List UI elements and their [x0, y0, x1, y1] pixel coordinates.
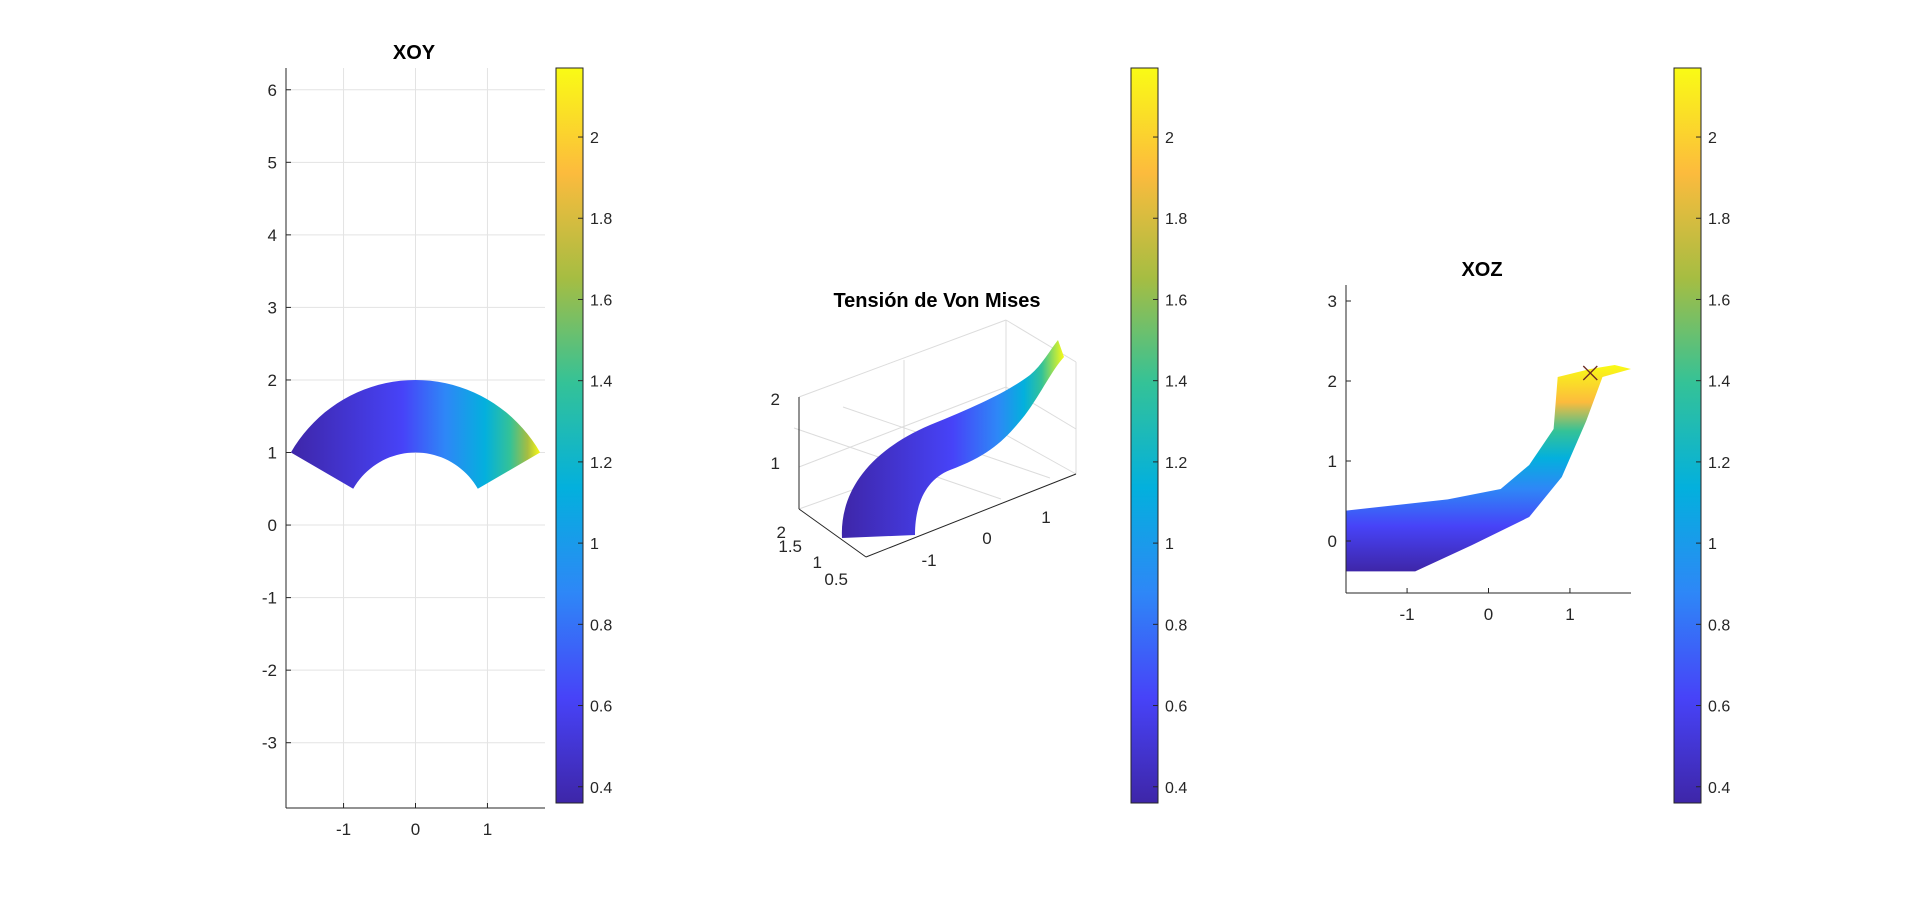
vonmises-y-tick-label: 1.5 — [778, 537, 802, 556]
y-axis-line — [798, 508, 867, 558]
grid-line — [798, 386, 1007, 468]
xoy-y-tick-label: 5 — [268, 153, 277, 172]
colorbar-tick-label: 1 — [1708, 536, 1717, 553]
vonmises-title: Tensión de Von Mises — [833, 290, 1040, 312]
xoz-max-marker — [1582, 365, 1598, 381]
xoz-z-tick-label: 1 — [1328, 452, 1337, 471]
vonmises-surface — [841, 340, 1064, 538]
colorbar-tick-label: 1 — [1165, 536, 1174, 553]
colorbar-tick-label: 1 — [590, 536, 599, 553]
box-edge — [1005, 434, 1077, 475]
colorbar-tick-label: 1.2 — [590, 455, 612, 472]
colorbar-tick-label: 0.8 — [1165, 617, 1187, 634]
xoy-x-tick-label: 1 — [483, 820, 492, 839]
xoy-panel: XOY -1 0 1 6 5 4 3 2 1 0 -1 -2 -3 — [262, 42, 545, 839]
colorbar-tick-label: 1.4 — [1708, 374, 1730, 391]
colorbar-tick-label: 0.6 — [1708, 699, 1730, 716]
marker-stroke — [1582, 365, 1598, 381]
colorbar-gradient — [1130, 67, 1159, 804]
xoz-x-tick-label: 0 — [1484, 605, 1493, 624]
colorbar-xoy: 2 1.8 1.6 1.4 1.2 1 0.8 0.6 0.4 — [555, 67, 612, 804]
colorbar-gradient — [1673, 67, 1702, 804]
xoz-x-tick-label: -1 — [1400, 605, 1415, 624]
colorbar-tick-label: 1.8 — [1708, 211, 1730, 228]
xoz-panel: XOZ -1 0 1 3 2 1 0 — [1328, 259, 1631, 624]
xoz-z-tick-label: 2 — [1328, 372, 1337, 391]
colorbar-tick-label: 1.6 — [1708, 292, 1730, 309]
xoy-y-tick-label: -2 — [262, 661, 277, 680]
colorbar-tick-label: 2 — [1708, 130, 1717, 147]
xoy-y-tick-label: 4 — [268, 226, 277, 245]
colorbar-tick-label: 0.6 — [590, 699, 612, 716]
colorbar-tick-label: 2 — [1165, 130, 1174, 147]
colorbar-tick-label: 0.8 — [1708, 617, 1730, 634]
xoy-y-tick-label: -3 — [262, 734, 277, 753]
colorbar-gradient — [555, 67, 584, 804]
xoy-x-tick-label: 0 — [411, 820, 420, 839]
colorbar-tick-label: 1.8 — [1165, 211, 1187, 228]
colorbar-tick-label: 1.8 — [590, 211, 612, 228]
colorbar-vonmises: 2 1.8 1.6 1.4 1.2 1 0.8 0.6 0.4 — [1130, 67, 1187, 804]
xoy-y-ticks: 6 5 4 3 2 1 0 -1 -2 -3 — [262, 81, 291, 753]
colorbar-tick-label: 1.2 — [1708, 455, 1730, 472]
xoy-y-tick-label: 6 — [268, 81, 277, 100]
colorbar-tick-label: 1.2 — [1165, 455, 1187, 472]
xoz-surface — [1346, 365, 1631, 572]
colorbar-tick-label: 1.4 — [1165, 374, 1187, 391]
vonmises-3d-box — [793, 319, 1077, 558]
vonmises-y-tick-label: 1 — [813, 553, 822, 572]
vonmises-x-tick-label: 1 — [1041, 508, 1050, 527]
xoy-y-tick-label: 2 — [268, 371, 277, 390]
colorbar-tick-label: 2 — [590, 130, 599, 147]
colorbar-tick-label: 0.8 — [590, 617, 612, 634]
vonmises-y-tick-label: 2 — [777, 523, 786, 542]
xoy-y-tick-label: 1 — [268, 444, 277, 463]
colorbar-xoz: 2 1.8 1.6 1.4 1.2 1 0.8 0.6 0.4 — [1673, 67, 1730, 804]
xoy-y-tick-label: 3 — [268, 298, 277, 317]
xoz-y-ticks: 3 2 1 0 — [1328, 292, 1351, 551]
vonmises-y-tick-label: 0.5 — [824, 570, 848, 589]
vonmises-x-tick-label: -1 — [921, 551, 936, 570]
box-edge — [798, 319, 1007, 398]
xoy-x-tick-label: -1 — [336, 820, 351, 839]
colorbar-tick-label: 0.6 — [1165, 699, 1187, 716]
xoy-surface — [290, 380, 541, 489]
xoy-grid — [286, 68, 545, 808]
xoz-x-tick-label: 1 — [1565, 605, 1574, 624]
xoz-title: XOZ — [1461, 259, 1502, 281]
colorbar-tick-label: 1.6 — [1165, 292, 1187, 309]
colorbar-tick-label: 0.4 — [1708, 780, 1730, 797]
xoz-z-tick-label: 3 — [1328, 292, 1337, 311]
xoz-x-ticks: -1 0 1 — [1400, 588, 1575, 624]
xoy-y-tick-label: -1 — [262, 589, 277, 608]
vonmises-z-tick-label: 2 — [771, 390, 780, 409]
box-edge — [1005, 319, 1077, 363]
xoy-y-tick-label: 0 — [268, 516, 277, 535]
colorbar-tick-label: 0.4 — [590, 780, 612, 797]
colorbar-tick-label: 1.4 — [590, 374, 612, 391]
vonmises-x-tick-label: 0 — [982, 529, 991, 548]
colorbar-tick-label: 0.4 — [1165, 780, 1187, 797]
xoy-title: XOY — [393, 42, 436, 64]
colorbar-tick-label: 1.6 — [590, 292, 612, 309]
x-axis-line — [865, 473, 1077, 558]
vonmises-z-tick-label: 1 — [771, 454, 780, 473]
xoz-z-tick-label: 0 — [1328, 532, 1337, 551]
xoy-x-ticks: -1 0 1 — [336, 803, 492, 839]
